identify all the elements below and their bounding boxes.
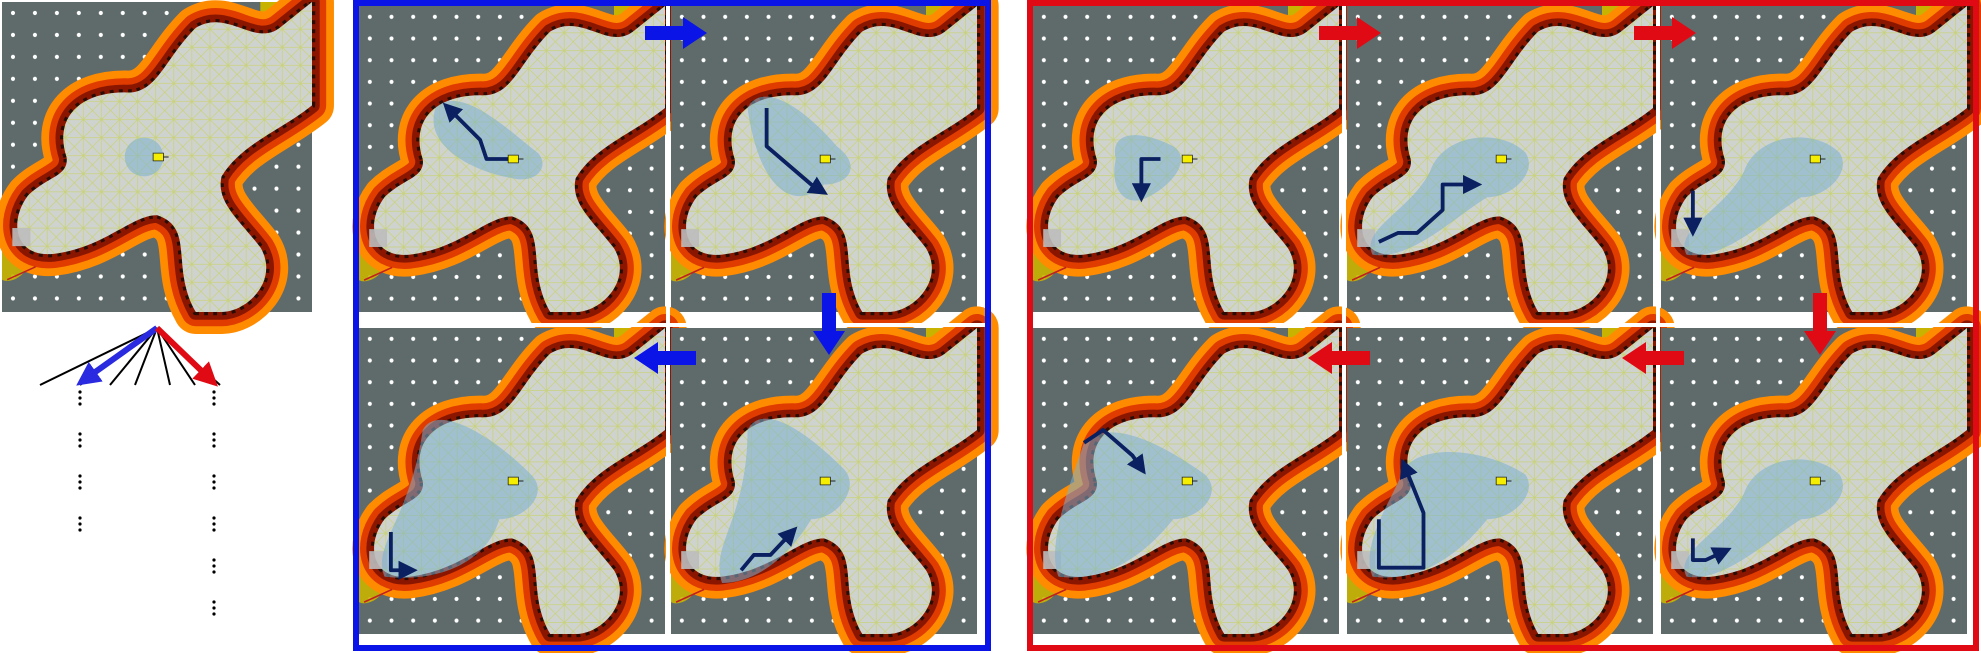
blue-step-3-panel xyxy=(359,328,665,634)
red-arrow-left-icon xyxy=(1308,342,1370,374)
red-step-1-panel xyxy=(1033,6,1339,312)
red-sequence-frame xyxy=(1027,0,1979,651)
ellipsis-icon xyxy=(212,558,216,574)
blue-arrow-left-icon xyxy=(634,342,696,374)
explored-region xyxy=(1370,137,1529,256)
blue-step-4-panel xyxy=(671,328,977,634)
search-tree xyxy=(39,325,221,616)
red-step-2-panel xyxy=(1347,6,1653,312)
ellipsis-icon xyxy=(212,432,216,448)
red-step-5-panel xyxy=(1347,328,1653,634)
robot-icon xyxy=(1181,476,1198,486)
explored-region xyxy=(1114,135,1182,201)
red-arrow-down-icon xyxy=(1804,293,1836,355)
map-panels xyxy=(2,2,1967,634)
planned-path xyxy=(1131,157,1161,203)
planned-path xyxy=(764,107,828,195)
planned-path xyxy=(1082,428,1146,475)
blue-sequence-frame xyxy=(353,0,991,651)
planned-path xyxy=(442,102,515,161)
explored-region xyxy=(381,419,538,578)
planned-path xyxy=(1690,538,1732,565)
tree-branch xyxy=(134,327,158,386)
planned-path xyxy=(388,531,418,580)
red-step-3-panel xyxy=(1661,6,1967,312)
tree-branch xyxy=(109,327,158,386)
explored-region xyxy=(747,96,851,197)
explored-region xyxy=(1369,452,1529,578)
planned-path xyxy=(739,526,798,572)
red-step-6-panel xyxy=(1661,328,1967,634)
robot-icon xyxy=(1495,476,1512,486)
red-branch-arrow-icon xyxy=(154,325,218,387)
ellipsis-icon xyxy=(78,432,82,448)
robot-icon xyxy=(152,152,169,162)
blue-arrow-right-icon xyxy=(645,17,707,49)
robot-icon xyxy=(1809,154,1826,164)
robot-icon xyxy=(507,476,524,486)
red-arrow-right-icon xyxy=(1634,17,1696,49)
blue-step-2-panel xyxy=(671,6,977,312)
explored-region xyxy=(719,418,850,583)
red-arrow-right-icon xyxy=(1319,17,1381,49)
blue-branch-arrow-icon xyxy=(76,325,159,386)
blue-step-1-panel xyxy=(359,6,665,312)
sequence-frames xyxy=(353,0,1979,651)
ellipsis-icon xyxy=(78,390,82,406)
explored-region xyxy=(1055,432,1212,578)
initial-map-panel xyxy=(2,2,312,312)
ellipsis-icon xyxy=(212,516,216,532)
robot-icon xyxy=(819,476,836,486)
blue-arrow-down-icon xyxy=(813,293,845,355)
transition-arrows xyxy=(634,17,1836,374)
explored-region xyxy=(124,137,164,177)
red-arrow-left-icon xyxy=(1622,342,1684,374)
robot-icon xyxy=(1495,154,1512,164)
ellipsis-icon xyxy=(78,474,82,490)
robot-icon xyxy=(819,154,836,164)
robot-icon xyxy=(1809,476,1826,486)
ellipsis-icon xyxy=(212,390,216,406)
robot-icon xyxy=(507,154,524,164)
ellipsis-icon xyxy=(212,474,216,490)
robot-icon xyxy=(1181,154,1198,164)
ellipsis-icon xyxy=(78,516,82,532)
red-step-4-panel xyxy=(1033,328,1339,634)
tree-branch xyxy=(39,327,158,386)
planned-path xyxy=(1378,174,1483,244)
explored-region xyxy=(1684,137,1843,256)
planned-path xyxy=(1376,458,1426,570)
ellipsis-icon xyxy=(212,600,216,616)
tree-branch xyxy=(156,327,171,386)
